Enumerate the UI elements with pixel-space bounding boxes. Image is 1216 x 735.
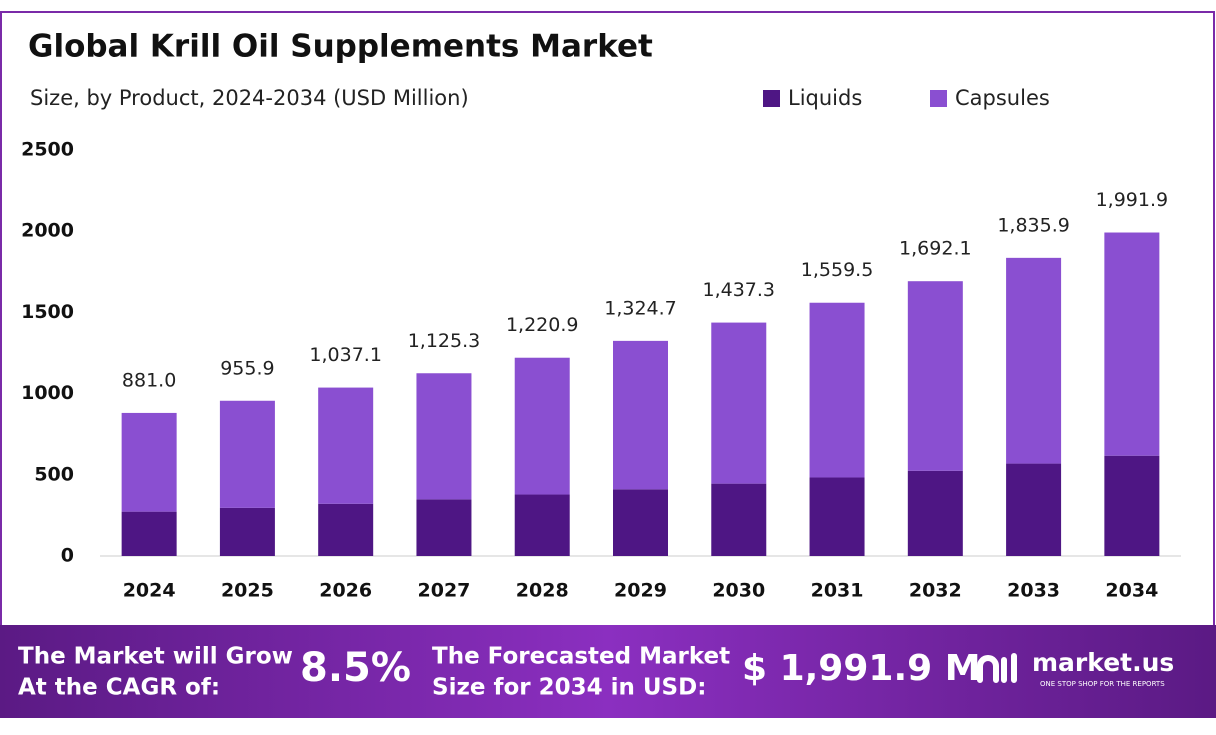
total-label: 1,437.3 bbox=[703, 279, 776, 301]
bar-segment bbox=[711, 483, 767, 556]
bar-segment bbox=[613, 340, 668, 490]
x-tick-label: 2026 bbox=[319, 580, 372, 602]
bar-segment bbox=[121, 511, 177, 556]
bar-segment bbox=[416, 499, 472, 556]
x-tick-label: 2029 bbox=[614, 580, 667, 602]
total-label: 1,125.3 bbox=[408, 330, 481, 352]
total-label: 1,692.1 bbox=[899, 238, 972, 260]
x-tick-label: 2024 bbox=[123, 580, 176, 602]
legend: Liquids Capsules bbox=[763, 86, 1050, 110]
bar-segment bbox=[219, 507, 275, 556]
total-label: 1,991.9 bbox=[1096, 189, 1169, 211]
x-tick-label: 2027 bbox=[418, 580, 471, 602]
total-label: 1,835.9 bbox=[997, 214, 1070, 236]
bar-segment bbox=[318, 387, 374, 504]
bar-segment bbox=[514, 357, 570, 495]
x-tick-label: 2028 bbox=[516, 580, 569, 602]
bar-segment bbox=[416, 373, 472, 500]
bar-segment bbox=[809, 302, 865, 478]
footer-text: Size for 2034 in USD: bbox=[432, 675, 706, 701]
bar-segment bbox=[1104, 455, 1160, 556]
x-tick-label: 2032 bbox=[909, 580, 962, 602]
y-tick-label: 1000 bbox=[21, 382, 74, 404]
bar-segment bbox=[809, 477, 865, 556]
tagline: ONE STOP SHOP FOR THE REPORTS bbox=[1040, 680, 1165, 688]
x-tick-label: 2034 bbox=[1105, 580, 1158, 602]
total-label: 955.9 bbox=[220, 357, 274, 379]
total-label: 1,220.9 bbox=[506, 314, 579, 336]
legend-label: Liquids bbox=[788, 86, 862, 110]
y-tick-label: 0 bbox=[61, 545, 74, 567]
legend-swatch bbox=[930, 90, 947, 107]
brand: market.us bbox=[1032, 648, 1174, 677]
bar-segment bbox=[318, 503, 374, 556]
chart-subtitle: Size, by Product, 2024-2034 (USD Million… bbox=[30, 86, 469, 110]
plot: 0 500 1000 1500 2000 2500 2024 881.0 2025 955.9 20… bbox=[21, 139, 1168, 602]
x-tick-label: 2025 bbox=[221, 580, 274, 602]
total-label: 1,324.7 bbox=[604, 297, 677, 319]
y-tick-label: 2000 bbox=[21, 220, 74, 242]
y-tick-label: 500 bbox=[34, 463, 74, 485]
bar-segment bbox=[1006, 257, 1062, 464]
x-tick-label: 2033 bbox=[1007, 580, 1060, 602]
bar-segment bbox=[907, 281, 963, 471]
bar-segment bbox=[907, 470, 963, 556]
x-tick-label: 2031 bbox=[811, 580, 864, 602]
total-label: 1,559.5 bbox=[801, 259, 874, 281]
total-label: 1,037.1 bbox=[309, 344, 382, 366]
bar-segment bbox=[711, 322, 767, 484]
legend-swatch bbox=[763, 90, 780, 107]
bar-segment bbox=[1104, 232, 1160, 456]
bar-segment bbox=[514, 494, 570, 556]
cagr-value: 8.5% bbox=[300, 645, 411, 691]
footer-text: The Forecasted Market bbox=[432, 644, 730, 670]
bar-segment bbox=[121, 412, 177, 512]
forecast-value: $ 1,991.9 M bbox=[742, 648, 981, 689]
y-tick-label: 1500 bbox=[21, 301, 74, 323]
bar-segment bbox=[1006, 463, 1062, 556]
x-tick-label: 2030 bbox=[712, 580, 765, 602]
legend-label: Capsules bbox=[955, 86, 1050, 110]
y-tick-label: 2500 bbox=[21, 139, 74, 161]
footer-text: At the CAGR of: bbox=[18, 675, 220, 701]
footer-text: The Market will Grow bbox=[18, 644, 293, 670]
chart-title: Global Krill Oil Supplements Market bbox=[28, 29, 653, 65]
brand-logo bbox=[977, 653, 1017, 683]
bar-segment bbox=[613, 489, 668, 556]
total-label: 881.0 bbox=[122, 369, 176, 391]
bar-segment bbox=[219, 400, 275, 508]
